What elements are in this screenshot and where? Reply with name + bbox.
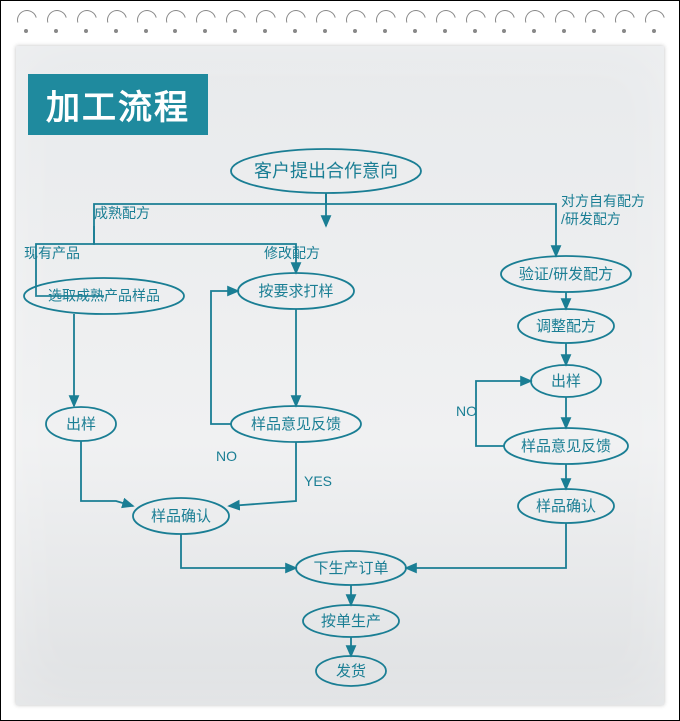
- flow-node: 按单生产: [303, 605, 399, 637]
- flow-node: 样品确认: [133, 498, 229, 534]
- node-label: 发货: [336, 663, 366, 680]
- node-label: 出样: [551, 373, 581, 390]
- node-label: 按单生产: [321, 613, 381, 630]
- spiral-ring: [137, 7, 155, 35]
- flow-edge: [211, 291, 238, 424]
- spiral-ring: [615, 7, 633, 35]
- node-label: 样品意见反馈: [251, 415, 341, 433]
- flow-node: 客户提出合作意向: [231, 149, 421, 193]
- node-label: 样品确认: [536, 498, 596, 515]
- flow-node: 按要求打样: [238, 273, 354, 309]
- spiral-ring: [316, 7, 334, 35]
- flow-edge: [181, 534, 296, 568]
- node-label: 样品意见反馈: [521, 437, 611, 455]
- edge-label: 现有产品: [24, 245, 80, 261]
- node-label: 下生产订单: [313, 560, 388, 577]
- edge-label: 对方自有配方: [561, 193, 645, 209]
- page-root: 加工流程 客户提出合作意向验证/研发配方调整配方出样样品意见反馈样品确认选取成熟…: [0, 0, 680, 721]
- flow-node: 选取成熟产品样品: [24, 278, 184, 314]
- spiral-ring: [585, 7, 603, 35]
- diagram-area: 加工流程 客户提出合作意向验证/研发配方调整配方出样样品意见反馈样品确认选取成熟…: [16, 46, 664, 705]
- spiral-ring: [376, 7, 394, 35]
- spiral-ring: [17, 7, 35, 35]
- flow-node: 出样: [531, 365, 601, 397]
- spiral-ring: [77, 7, 95, 35]
- flow-edge: [406, 523, 566, 568]
- edge-label: NO: [216, 448, 237, 464]
- flow-edge: [229, 442, 296, 506]
- flow-node: 调整配方: [518, 309, 614, 343]
- spiral-ring: [346, 7, 364, 35]
- node-label: 出样: [66, 416, 96, 433]
- spiral-ring: [166, 7, 184, 35]
- spiral-ring: [645, 7, 663, 35]
- flow-node: 验证/研发配方: [501, 256, 631, 292]
- flow-edge: [326, 193, 556, 226]
- edge-label: NO: [456, 403, 477, 419]
- spiral-ring: [196, 7, 214, 35]
- flow-node: 出样: [46, 407, 116, 441]
- edge-label: 修改配方: [264, 245, 320, 261]
- node-label: 客户提出合作意向: [254, 161, 398, 181]
- node-label: 验证/研发配方: [519, 266, 613, 283]
- flow-edge: [81, 441, 133, 506]
- spiral-ring: [226, 7, 244, 35]
- flow-node: 下生产订单: [296, 551, 406, 585]
- node-label: 按要求打样: [258, 283, 333, 300]
- flow-node: 样品确认: [518, 489, 614, 523]
- spiral-ring: [436, 7, 454, 35]
- node-label: 调整配方: [536, 318, 596, 335]
- edge-label: /研发配方: [561, 211, 621, 227]
- edge-label: 成熟配方: [94, 205, 150, 221]
- spiral-ring: [495, 7, 513, 35]
- spiral-ring: [466, 7, 484, 35]
- node-label: 样品确认: [151, 508, 211, 525]
- node-label: 选取成熟产品样品: [48, 288, 160, 304]
- spiral-ring: [286, 7, 304, 35]
- spiral-ring: [555, 7, 573, 35]
- flowchart-svg: 客户提出合作意向验证/研发配方调整配方出样样品意见反馈样品确认选取成熟产品样品出…: [16, 46, 666, 707]
- edge-label: YES: [304, 473, 332, 489]
- spiral-ring: [525, 7, 543, 35]
- spiral-ring: [406, 7, 424, 35]
- flow-node: 样品意见反馈: [504, 428, 628, 464]
- spiral-ring: [256, 7, 274, 35]
- flow-node: 发货: [316, 656, 386, 686]
- spiral-ring: [107, 7, 125, 35]
- flow-node: 样品意见反馈: [231, 406, 361, 442]
- spiral-binding: [1, 1, 679, 41]
- spiral-ring: [47, 7, 65, 35]
